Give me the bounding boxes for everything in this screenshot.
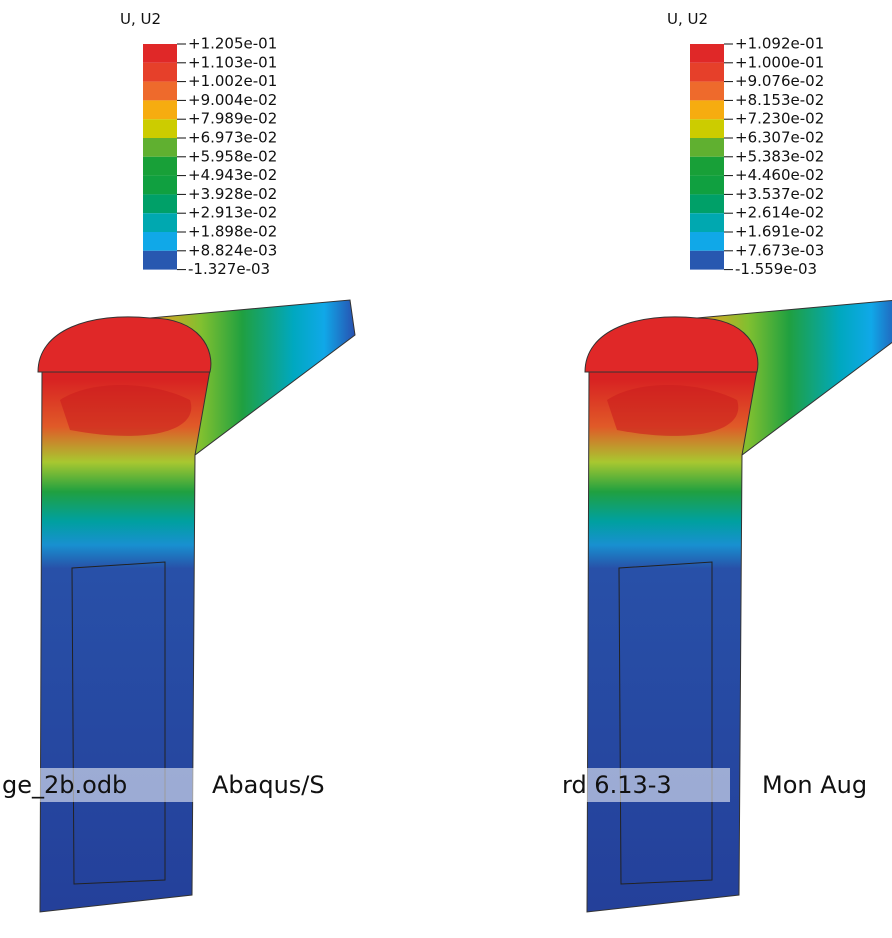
legend-swatch [690,81,724,101]
legend-label: +7.673e-03 [735,241,824,259]
legend-label: +9.004e-02 [188,91,277,109]
legend-swatch [143,44,177,63]
legend-label: +4.943e-02 [188,166,277,184]
footer-text: rd 6.13-3 [562,771,672,799]
legend-swatch [143,62,177,82]
legend-swatch [143,213,177,232]
model-right [584,299,892,913]
legend-swatch [143,232,177,251]
legend-swatch [690,250,724,270]
legend-swatch [143,138,177,157]
footer-bg [210,768,360,802]
legend-label: +2.913e-02 [188,204,277,222]
legend-label: +3.537e-02 [735,185,824,203]
legend-swatch [690,156,724,176]
legend-swatch [143,194,177,214]
footer-bg [0,768,195,802]
footer-bg [560,768,730,802]
legend-label: +3.928e-02 [188,185,277,203]
legend-swatch [143,81,177,101]
legend-label: +1.103e-01 [188,53,277,71]
legend-label: +2.614e-02 [735,204,824,222]
legend-swatch [690,138,724,157]
footer-text: Abaqus/S [212,771,325,799]
legend-label: +9.076e-02 [735,72,824,90]
legend-label: +5.958e-02 [188,147,277,165]
legend-label: +1.000e-01 [735,53,824,71]
legend-label: +8.824e-03 [188,241,277,259]
legend-swatch [143,250,177,270]
legend-label: +1.002e-01 [188,72,277,90]
legend-label: +4.460e-02 [735,166,824,184]
legend-label: +5.383e-02 [735,147,824,165]
legend-swatch [143,175,177,195]
legend-label: +8.153e-02 [735,91,824,109]
model-left [37,299,356,913]
legend-swatch [690,213,724,232]
legend-swatch [690,194,724,214]
legend-label: +6.307e-02 [735,129,824,147]
legend-swatch [690,232,724,251]
legend-label: -1.559e-03 [735,260,817,278]
footer-text: Mon Aug [762,771,867,799]
legend-title: U, U2 [120,10,161,28]
legend-label: +1.205e-01 [188,35,277,53]
legend-swatch [690,119,724,138]
legend-swatch [690,62,724,82]
legend-label: -1.327e-03 [188,260,270,278]
legend-swatch [143,119,177,138]
legend-label: +1.691e-02 [735,223,824,241]
legend-swatch [143,156,177,176]
legend-label: +7.230e-02 [735,110,824,128]
footer-bg [760,768,892,802]
legend-label: +1.898e-02 [188,223,277,241]
legends: U, U2 +1.205e-01+1.103e-01+1.002e-01+9.00… [120,10,824,278]
legend-swatch [690,44,724,63]
legend-swatch [690,100,724,120]
legend-label: +1.092e-01 [735,35,824,53]
footer: ge_2b.odb Abaqus/S rd 6.13-3 Mon Aug [0,768,892,802]
legend-label: +6.973e-02 [188,129,277,147]
legend-title: U, U2 [667,10,708,28]
legend-label: +7.989e-02 [188,110,277,128]
footer-text: ge_2b.odb [2,771,127,799]
legend-swatch [143,100,177,120]
legend-swatch [690,175,724,195]
